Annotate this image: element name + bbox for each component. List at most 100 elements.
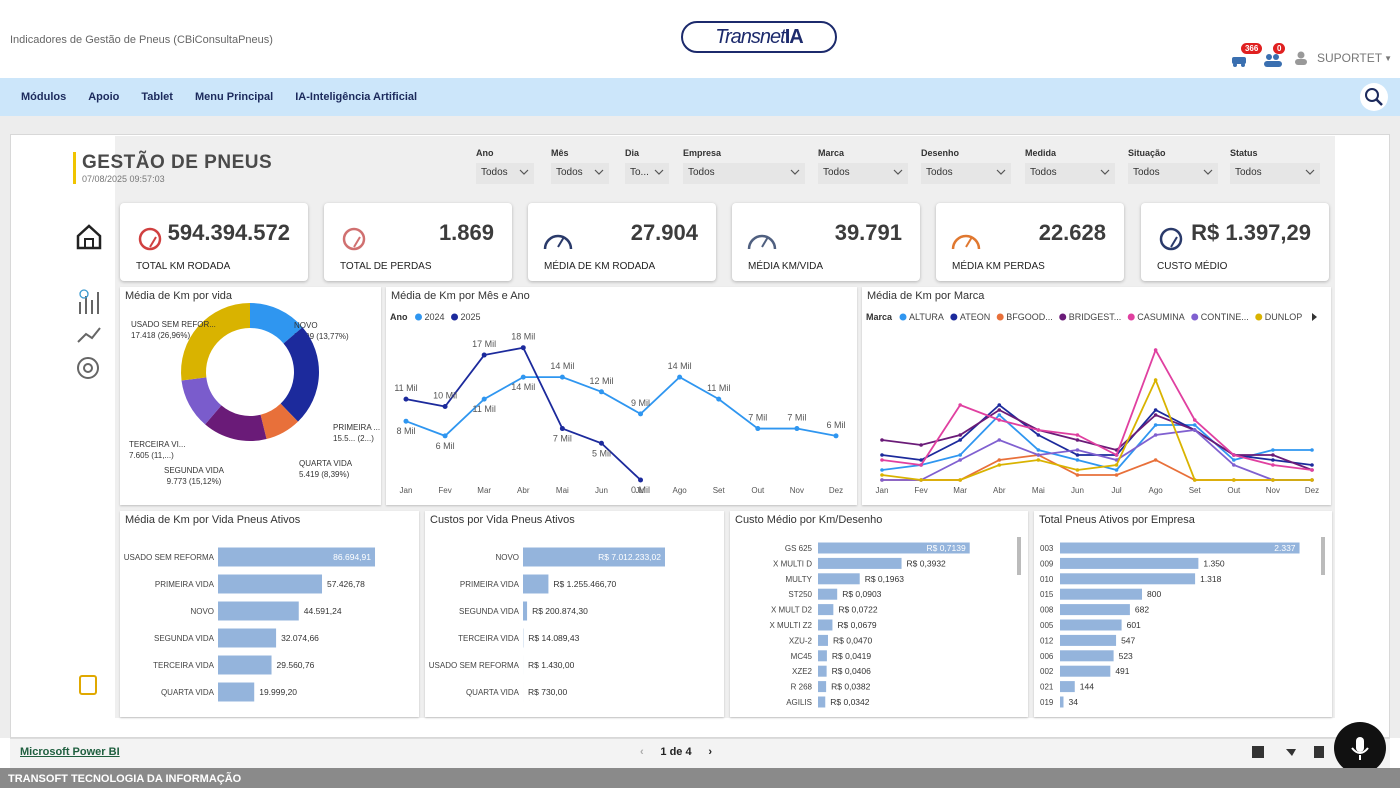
icon-needle [353,236,361,248]
nav-item[interactable]: Apoio [88,91,120,103]
slice-value: 8.899 (13,77%) [294,332,349,341]
point [1075,438,1080,442]
filter-dropdown[interactable]: Todos [818,163,908,184]
y-tick-label: TERCEIRA VIDA [458,634,520,643]
chevron [654,169,664,175]
point [1310,468,1314,472]
legend-swatch [1191,313,1199,321]
legend-swatch [950,313,958,321]
chart-panel: USADO SEM REFORMA 86.694,91 PRIMEIRA VIDA 5… [120,511,419,717]
legend-label: CONTINE... [1201,312,1249,322]
share-icons[interactable] [1252,746,1324,760]
data-label: R$ 0,0470 [833,635,872,645]
data-label: R$ 0,0903 [842,589,881,599]
nav-item[interactable]: Módulos [21,91,67,103]
kpi-label: MÉDIA KM PERDAS [952,261,1045,272]
chart: USADO SEM REFORMA 86.694,91 PRIMEIRA VIDA 5… [124,547,376,702]
prev-page[interactable]: ‹ [640,746,644,758]
data-label: R$ 1.430,00 [528,660,575,670]
y-tick-label: 005 [1040,621,1054,630]
series-line [405,346,642,481]
point [1232,463,1236,467]
filter-dropdown[interactable]: Todos [683,163,805,184]
kpi-card: R$ 1.397,29 CUSTO MÉDIO [1141,203,1329,281]
legend-more [1312,313,1317,321]
kpi-icon [747,234,777,250]
nav-bar: Módulos Apoio Tablet Menu Principal IA-Intel… [0,78,1400,116]
chart: 003 2.337 009 1.350 010 1.318 015 800 008 682 005 6… [1040,537,1325,708]
chart-title: Média de Km por Marca [867,290,985,302]
vehicles-icon[interactable]: 366 [1231,43,1263,67]
filter-dropdown[interactable]: Todos [1230,163,1320,184]
filter-dropdown[interactable]: Todos [1128,163,1218,184]
chart-title: Média de Km por Mês e Ano [391,290,530,302]
slice-label: TERCEIRA VI... [129,440,185,449]
logo[interactable]: TransnetIA [681,21,837,53]
bar [218,628,277,648]
filter-dropdown[interactable]: Todos [476,163,534,184]
legend-swatch [451,313,459,321]
point [958,438,962,442]
nav-item[interactable]: Tablet [141,91,173,103]
point [1075,473,1080,477]
y-tick-label: XZE2 [792,667,813,676]
legend-label: 2024 [425,312,445,322]
filter-value: Todos [556,167,583,178]
data-label: R$ 14.089,43 [528,633,579,643]
kpi-label: MÉDIA DE KM RODADA [544,261,656,272]
bar [818,588,838,600]
filter-dropdown[interactable]: To... [625,163,669,184]
kpi-label: CUSTO MÉDIO [1157,261,1228,272]
data-label: 144 [1080,682,1094,692]
bar [818,542,970,554]
nav-item[interactable]: IA-Inteligência Artificial [295,91,418,103]
data-label: 491 [1115,666,1129,676]
bar [818,557,902,569]
filter-dropdown[interactable]: Todos [921,163,1011,184]
filter-dropdown[interactable]: Todos [1025,163,1115,184]
y-tick-label: 003 [1040,544,1054,553]
data-label: R$ 0,3932 [907,558,946,568]
point [997,403,1002,407]
data-label: 7 Mil [748,413,767,423]
users-icon[interactable]: 0 [1263,43,1286,67]
kpi-label: TOTAL KM RODADA [136,261,231,272]
nav-item[interactable]: Menu Principal [194,91,274,103]
mic-button[interactable] [1334,722,1386,774]
y-tick-label: 009 [1040,559,1054,568]
point [833,433,839,439]
point [880,438,884,442]
filter-dropdown[interactable]: Todos [551,163,609,184]
scrollbar[interactable] [1017,537,1021,575]
user-name[interactable]: SUPORTET [1316,51,1383,65]
bar [818,665,827,677]
kpi-card: 27.904 MÉDIA DE KM RODADA [528,203,716,281]
chart-panel: NOVO 8.899 (13,77%) PRIMEIRA ... 15.5... (2… [120,287,381,505]
point [1310,463,1314,467]
point [598,389,604,395]
bar [1060,573,1196,585]
chart-title: Média de Km por vida [125,290,232,302]
filter-value: Todos [1133,167,1160,178]
point [1310,448,1314,452]
chart: Jan Fev Mar Abr Mai Jun Jul Ago Set Out Nov Dez Marc… [866,312,1319,495]
x-tick-label: Mai [556,486,569,495]
user-icon [1294,51,1307,65]
scrollbar[interactable] [1321,537,1325,575]
search-button[interactable] [1360,83,1388,111]
next-page[interactable]: › [708,746,712,758]
series-line [882,429,1312,481]
slice-value: 15.5... (2...) [333,434,374,443]
point [1232,478,1236,482]
data-label: 547 [1121,635,1135,645]
powerbi-link[interactable]: Microsoft Power BI [20,746,120,758]
point [520,374,526,380]
bar [1060,650,1114,662]
x-tick-label: Fev [914,486,927,495]
point [880,473,884,477]
point [1232,458,1236,462]
data-label: 11 Mil [394,383,417,393]
data-label: 17 Mil [472,339,496,349]
donut-slice [181,377,222,425]
chart-panel: 003 2.337 009 1.350 010 1.318 015 800 008 682 005 6… [1034,511,1332,717]
